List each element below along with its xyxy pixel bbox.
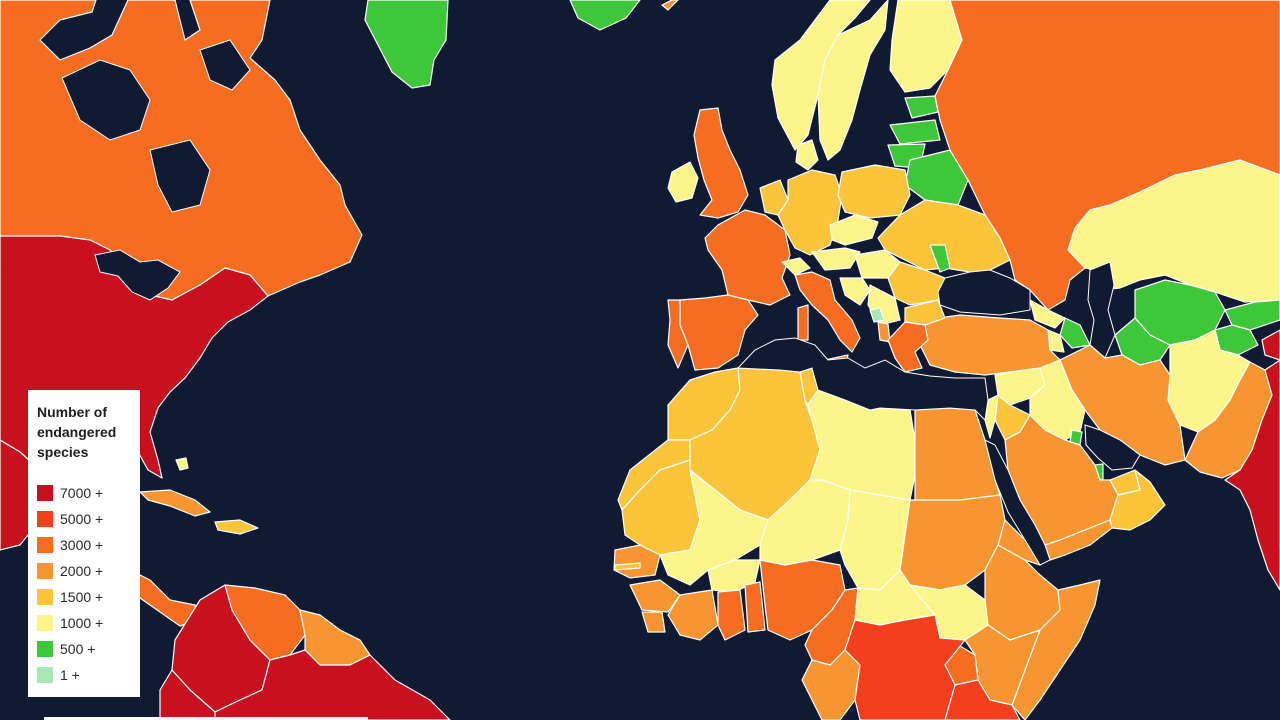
legend-item-3000: 3000 + [37, 532, 140, 558]
legend-item-500: 500 + [37, 636, 140, 662]
country-sardinia[interactable] [797, 304, 809, 341]
country-gabon-congo[interactable] [801, 649, 861, 720]
legend-item-1500: 1500 + [37, 584, 140, 610]
country-kazakhstan[interactable] [1067, 159, 1280, 303]
legend-label: 1 + [60, 667, 80, 683]
country-portugal[interactable] [667, 299, 689, 369]
country-drc[interactable] [844, 614, 966, 720]
legend-swatch [37, 615, 53, 631]
legend-swatch [37, 563, 53, 579]
country-guinea[interactable] [629, 579, 681, 613]
country-iran[interactable] [1059, 344, 1186, 466]
hudson-bay-south [149, 139, 211, 213]
baffin-water [199, 39, 251, 91]
legend-swatch [37, 511, 53, 527]
country-india[interactable] [1224, 359, 1280, 591]
legend-item-5000: 5000 + [37, 506, 140, 532]
country-sweden[interactable] [817, 0, 889, 161]
country-togo-benin[interactable] [744, 581, 766, 633]
country-croatia[interactable] [839, 277, 871, 306]
country-uk[interactable] [693, 107, 749, 219]
legend-item-1: 1 + [37, 662, 140, 688]
country-azerbaijan[interactable] [1059, 317, 1091, 349]
country-yemen[interactable] [1044, 519, 1113, 561]
legend-label: 5000 + [60, 511, 104, 527]
legend-swatch [37, 641, 53, 657]
persian-gulf [1084, 424, 1141, 471]
legend-item-2000: 2000 + [37, 558, 140, 584]
country-latvia[interactable] [889, 119, 941, 145]
legend-swatch [37, 667, 53, 683]
country-china-edge[interactable] [1261, 329, 1280, 361]
country-cuba[interactable] [139, 489, 211, 517]
country-ireland[interactable] [667, 161, 699, 203]
country-iceland[interactable] [661, 0, 679, 11]
country-gambia [614, 562, 641, 571]
legend-label: 1500 + [60, 589, 104, 605]
hudson-bay [61, 59, 151, 141]
legend-label: 1000 + [60, 615, 104, 631]
country-switzerland[interactable] [781, 257, 811, 276]
legend-swatch [37, 589, 53, 605]
country-germany[interactable] [777, 169, 843, 256]
caspian-sea [1087, 261, 1116, 359]
legend-label: 3000 + [60, 537, 104, 553]
country-denmark[interactable] [795, 139, 819, 171]
legend-label: 7000 + [60, 485, 104, 501]
country-bahamas [175, 457, 189, 471]
legend-item-1000: 1000 + [37, 610, 140, 636]
country-tanzania[interactable] [944, 679, 1021, 720]
country-oman[interactable] [1109, 469, 1166, 531]
country-greece[interactable] [887, 321, 929, 373]
country-peru[interactable] [159, 669, 216, 720]
country-poland[interactable] [837, 164, 911, 219]
legend-swatch [37, 537, 53, 553]
country-greenland[interactable] [364, 0, 449, 89]
legend-label: 2000 + [60, 563, 104, 579]
country-hispaniola[interactable] [214, 519, 259, 535]
country-italy[interactable] [794, 271, 861, 353]
country-france[interactable] [704, 209, 791, 306]
legend-label: 500 + [60, 641, 96, 657]
country-eritrea[interactable] [997, 519, 1041, 566]
legend: Number of endangered species 7000 + 5000… [28, 390, 140, 697]
legend-swatch [37, 485, 53, 501]
country-svalbard[interactable] [569, 0, 641, 31]
country-sierra-leone[interactable] [641, 611, 666, 633]
great-lakes [94, 249, 181, 301]
black-sea [937, 269, 1031, 316]
country-montenegro[interactable] [869, 307, 885, 323]
country-ghana[interactable] [717, 589, 746, 641]
country-austria[interactable] [811, 247, 861, 271]
bottom-divider [44, 717, 368, 720]
legend-item-7000: 7000 + [37, 480, 140, 506]
country-venezuela[interactable] [224, 584, 306, 661]
mediterranean [736, 337, 989, 422]
country-georgia[interactable] [1029, 299, 1066, 329]
country-moldova[interactable] [929, 244, 951, 273]
legend-title: Number of endangered species [37, 404, 117, 460]
country-sudan[interactable] [899, 494, 1006, 591]
country-bulgaria[interactable] [904, 299, 946, 326]
country-czechia[interactable] [829, 214, 879, 246]
